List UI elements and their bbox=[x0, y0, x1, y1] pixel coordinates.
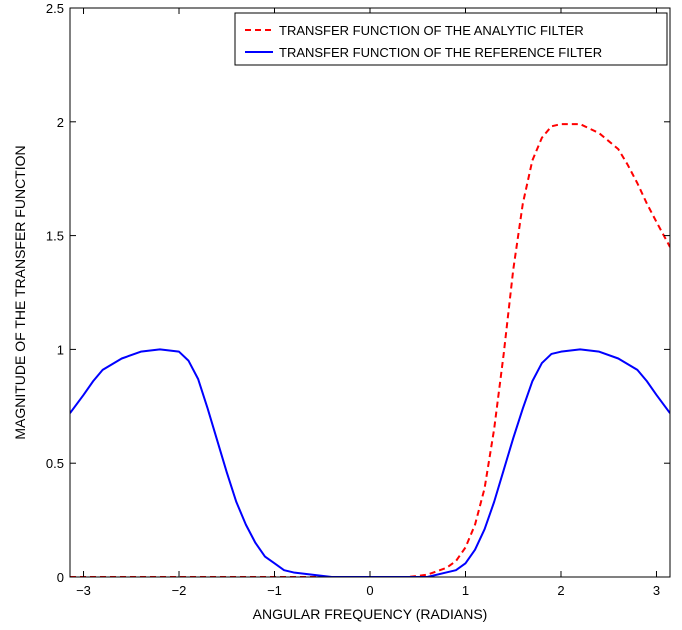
series-line-reference-filter bbox=[70, 348, 670, 577]
y-tick-label: 2.5 bbox=[46, 1, 64, 16]
x-tick-label: −1 bbox=[267, 583, 282, 598]
y-tick-label: 0 bbox=[57, 570, 64, 585]
legend: TRANSFER FUNCTION OF THE ANALYTIC FILTER… bbox=[234, 12, 668, 66]
axes: −3 −2 −1 0 1 2 3 0 0.5 1 1.5 2 2.5 bbox=[46, 1, 671, 598]
y-tick-label: 0.5 bbox=[46, 456, 64, 471]
series-line-analytic-filter bbox=[70, 123, 670, 577]
legend-entry: TRANSFER FUNCTION OF THE ANALYTIC FILTER bbox=[279, 23, 584, 38]
x-tick-label: 3 bbox=[653, 583, 660, 598]
x-tick-label: −3 bbox=[76, 583, 91, 598]
plot-area bbox=[70, 123, 670, 577]
y-tick-label: 1 bbox=[57, 342, 64, 357]
x-tick-label: 0 bbox=[366, 583, 373, 598]
x-tick-label: 1 bbox=[462, 583, 469, 598]
x-tick-label: −2 bbox=[172, 583, 187, 598]
y-axis-label: MAGNITUDE OF THE TRANSFER FUNCTION bbox=[12, 145, 28, 439]
legend-box bbox=[234, 12, 668, 66]
x-tick-label: 2 bbox=[557, 583, 564, 598]
y-tick-label: 2 bbox=[57, 115, 64, 130]
y-tick-label: 1.5 bbox=[46, 229, 64, 244]
legend-entry: TRANSFER FUNCTION OF THE REFERENCE FILTE… bbox=[279, 45, 602, 60]
x-axis-label: ANGULAR FREQUENCY (RADIANS) bbox=[253, 606, 488, 622]
